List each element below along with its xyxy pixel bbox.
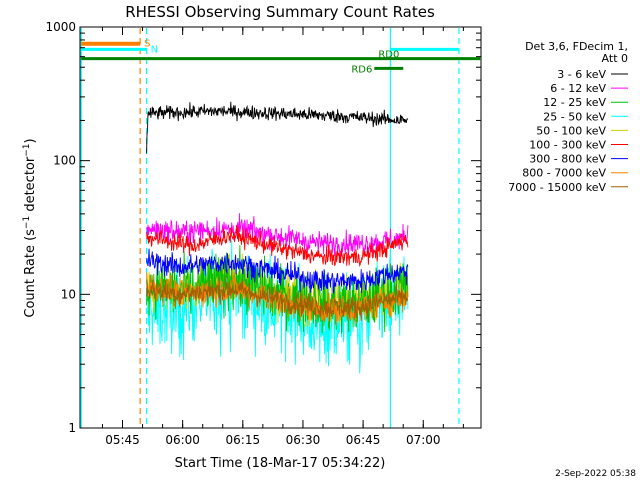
- legend-title-line: Det 3,6, FDecim 1,: [525, 40, 628, 53]
- status-bar-label: N: [151, 44, 158, 55]
- status-bar-label: RD6: [351, 64, 372, 75]
- legend-label: 25 - 50 keV: [543, 110, 606, 123]
- x-tick-label: 06:45: [346, 433, 381, 447]
- status-bar-label: S: [144, 39, 150, 50]
- series-line: [146, 248, 409, 295]
- y-label-sup-1: −1: [22, 216, 32, 229]
- footer-date: 2-Sep-2022 05:38: [555, 469, 636, 479]
- x-axis-label: Start Time (18-Mar-17 05:34:22): [175, 456, 386, 471]
- x-tick-label: 06:15: [226, 433, 261, 447]
- chart-title: RHESSI Observing Summary Count Rates: [125, 3, 435, 21]
- legend-label: 12 - 25 keV: [543, 96, 606, 109]
- status-bar-label: RD0: [378, 50, 399, 61]
- y-tick-label: 100: [53, 154, 76, 168]
- x-tick-label: 06:30: [286, 433, 321, 447]
- x-tick-label: 07:00: [406, 433, 441, 447]
- series-line: [146, 101, 409, 154]
- legend-label: 3 - 6 keV: [557, 68, 606, 81]
- plot-frame: [79, 26, 482, 429]
- x-tick-label: 05:45: [105, 433, 140, 447]
- y-tick-label: 1000: [45, 20, 76, 34]
- y-tick-label: 1: [68, 421, 76, 435]
- series-line: [146, 224, 409, 268]
- axes: 1 10 100 1000 05:45 06:00 06:15 06:30 06:45 07:00: [45, 20, 481, 447]
- series-line: [146, 275, 409, 321]
- y-label-sup-2: −1: [22, 143, 32, 156]
- legend-title-line: Att 0: [602, 52, 628, 65]
- legend-label: 7000 - 15000 keV: [508, 181, 606, 194]
- x-tick-label: 06:00: [165, 433, 200, 447]
- y-tick-label: 10: [61, 287, 76, 301]
- series-line: [146, 213, 409, 258]
- legend-label: 300 - 800 keV: [529, 153, 606, 166]
- plot-area: SN RD0 RD6: [80, 28, 481, 428]
- legend-label: 50 - 100 keV: [536, 124, 606, 137]
- y-axis-label: Count Rate (s−1 detector−1): [22, 138, 38, 317]
- legend-label: 6 - 12 keV: [550, 82, 606, 95]
- legend-label: 800 - 7000 keV: [522, 167, 606, 180]
- series-line: [146, 245, 409, 334]
- legend-label: 100 - 300 keV: [529, 139, 606, 152]
